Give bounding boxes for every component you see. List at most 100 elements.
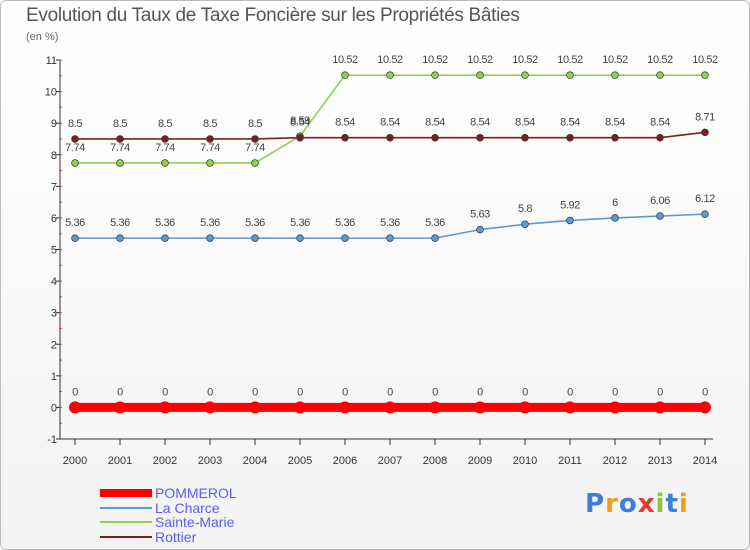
y-tick-label: 6 xyxy=(51,213,57,225)
data-label: 0 xyxy=(207,386,213,398)
data-label: 8.54 xyxy=(515,117,535,129)
data-label: 0 xyxy=(117,386,123,398)
legend-label-rottier: Rottier xyxy=(155,528,197,545)
data-point xyxy=(114,401,126,414)
data-point xyxy=(251,159,259,167)
data-label: 8.5 xyxy=(158,118,172,130)
data-label: 10.52 xyxy=(377,54,403,66)
data-point xyxy=(654,401,666,414)
data-label: 7.74 xyxy=(110,142,130,154)
data-label: 0 xyxy=(342,386,348,398)
data-label: 5.36 xyxy=(380,217,400,229)
data-label: 8.54 xyxy=(335,117,355,129)
x-tick-label: 2004 xyxy=(243,455,267,467)
data-label: 5.36 xyxy=(335,217,355,229)
data-point xyxy=(656,133,664,142)
data-label: 8.54 xyxy=(470,117,490,129)
data-label: 5.36 xyxy=(110,217,130,229)
data-point xyxy=(341,133,349,142)
data-label: 7.74 xyxy=(200,142,220,154)
data-point xyxy=(296,234,304,242)
data-label: 8.54 xyxy=(425,117,445,129)
data-point xyxy=(116,234,124,242)
legend-label-sainte-marie: Sainte-Marie xyxy=(155,514,235,530)
legend-label-pommerol: POMMEROL xyxy=(155,485,237,501)
data-label: 5.36 xyxy=(200,217,220,229)
data-point xyxy=(384,401,396,414)
x-tick-label: 2010 xyxy=(513,455,537,467)
logo-letter: r xyxy=(605,489,619,519)
data-point xyxy=(386,133,394,142)
data-label: 5.8 xyxy=(518,203,532,215)
data-label: 0 xyxy=(657,386,663,398)
data-label: 8.54 xyxy=(605,117,625,129)
y-tick-label: 1 xyxy=(51,371,57,383)
y-tick-label: 9 xyxy=(51,118,57,130)
data-point xyxy=(699,401,711,414)
data-point xyxy=(206,135,214,143)
data-label: 10.52 xyxy=(512,54,538,66)
data-point xyxy=(69,401,81,414)
data-label: 8.54 xyxy=(560,117,580,129)
data-label: 8.5 xyxy=(68,118,82,130)
data-label: 0 xyxy=(567,386,573,398)
legend-label-la-charce: La Charce xyxy=(155,499,220,516)
data-label: 5.36 xyxy=(245,217,265,229)
data-label: 7.74 xyxy=(155,142,175,154)
logo-letter: x xyxy=(637,489,656,519)
data-label: 0 xyxy=(522,386,528,398)
logo-letter: i xyxy=(678,489,689,519)
logo-letter: t xyxy=(665,489,679,519)
data-point xyxy=(656,71,664,79)
data-label: 6.12 xyxy=(695,193,715,205)
y-tick-label: 7 xyxy=(51,181,57,193)
data-point xyxy=(431,71,439,79)
data-label: 0 xyxy=(72,386,78,398)
y-tick-label: -1 xyxy=(47,434,57,446)
data-point xyxy=(564,401,576,414)
data-label: 10.52 xyxy=(602,54,628,66)
data-label: 8.5 xyxy=(113,118,127,130)
data-label: 6 xyxy=(612,197,618,209)
data-label: 0 xyxy=(612,386,618,398)
data-point xyxy=(566,133,574,142)
data-point xyxy=(476,225,484,234)
data-point xyxy=(339,401,351,414)
y-tick-label: 11 xyxy=(46,55,57,67)
data-label: 7.74 xyxy=(245,142,265,154)
data-point xyxy=(71,135,79,143)
data-label: 5.92 xyxy=(560,199,580,211)
data-label: 0 xyxy=(387,386,393,398)
data-point xyxy=(611,71,619,79)
x-tick-label: 2014 xyxy=(693,455,717,467)
y-axis-unit: (en %) xyxy=(26,31,59,43)
x-tick-label: 2008 xyxy=(423,455,447,467)
data-label: 0 xyxy=(432,386,438,398)
data-label: 8.54 xyxy=(290,117,310,129)
legend-item-la-charce: La Charce xyxy=(100,499,237,516)
data-point xyxy=(251,135,259,143)
data-point xyxy=(206,234,214,242)
data-label: 6.06 xyxy=(650,195,670,207)
legend-item-sainte-marie: Sainte-Marie xyxy=(100,515,237,530)
data-point xyxy=(71,234,79,242)
x-tick-label: 2009 xyxy=(468,455,492,467)
legend-item-pommerol: POMMEROL xyxy=(100,486,237,501)
data-point xyxy=(386,234,394,242)
legend: POMMEROL La Charce Sainte-Marie Rottier xyxy=(100,486,237,544)
data-point xyxy=(159,401,171,414)
data-point xyxy=(566,216,574,225)
x-tick-label: 2001 xyxy=(108,455,132,467)
data-label: 10.52 xyxy=(332,54,358,66)
data-label: 8.59 xyxy=(290,115,310,127)
data-label: 0 xyxy=(702,386,708,398)
x-tick-label: 2011 xyxy=(558,455,582,467)
data-point xyxy=(611,133,619,142)
data-point xyxy=(206,159,214,167)
logo-letter: P xyxy=(585,489,606,519)
data-point xyxy=(341,234,349,242)
data-label: 8.54 xyxy=(380,117,400,129)
data-point xyxy=(519,401,531,414)
data-point xyxy=(476,71,484,79)
proxiti-logo[interactable]: Proxiti xyxy=(585,489,689,519)
